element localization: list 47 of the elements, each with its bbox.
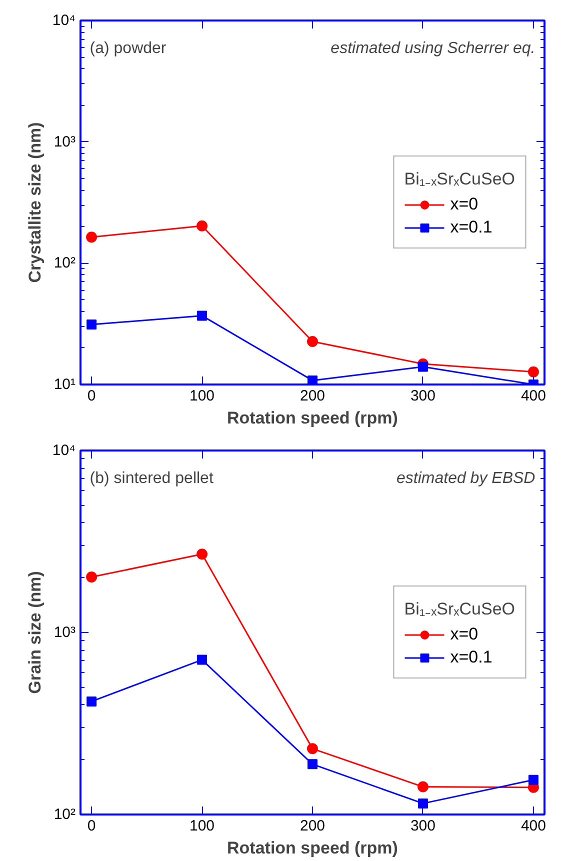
x-tick-label: 300	[410, 388, 436, 404]
y-axis-title: Crystallite size (nm)	[25, 122, 44, 283]
x-tick-label: 0	[87, 388, 96, 404]
point	[196, 548, 208, 560]
x-tick-label: 100	[190, 388, 215, 404]
annotation: (a) powder	[90, 40, 167, 57]
point	[418, 798, 428, 808]
legend-label: x=0	[450, 624, 478, 644]
point	[307, 743, 318, 754]
legend-label: x=0	[450, 194, 478, 214]
y-tick-label: 10⁴	[52, 442, 76, 459]
point	[418, 362, 428, 372]
point	[86, 572, 98, 582]
x-axis-title: Rotation speed (rpm)	[227, 408, 398, 428]
x-tick-label: 200	[300, 818, 326, 834]
point	[308, 759, 318, 770]
y-tick-label: 10⁴	[52, 12, 76, 29]
legend-title: Bi₁₋ₓSrₓCuSeO	[404, 598, 515, 620]
x-tick-label: 200	[300, 388, 326, 404]
x-axis-title: Rotation speed (rpm)	[227, 838, 398, 858]
legend-label: x=0.1	[450, 648, 492, 668]
point	[528, 366, 539, 378]
y-tick-label: 10³	[54, 624, 76, 641]
point	[196, 220, 208, 232]
y-tick-label: 10²	[54, 806, 76, 823]
annotation: (b) sintered pellet	[90, 470, 214, 487]
annotation: estimated using Scherrer eq.	[330, 40, 536, 57]
y-tick-label: 10³	[54, 133, 76, 150]
x-tick-label: 400	[520, 818, 546, 834]
y-axis-title: Grain size (nm)	[25, 571, 44, 694]
point	[197, 654, 208, 665]
x-tick-label: 300	[410, 818, 436, 834]
legend-title: Bi₁₋ₓSrₓCuSeO	[404, 168, 515, 190]
annotation: estimated by EBSD	[396, 470, 536, 487]
y-tick-label: 10²	[54, 254, 76, 272]
point	[86, 232, 98, 243]
legend-label: x=0.1	[450, 218, 492, 238]
point	[307, 336, 318, 348]
point	[86, 696, 97, 706]
point	[417, 781, 428, 792]
point	[86, 320, 97, 330]
x-tick-label: 100	[190, 818, 215, 834]
x-tick-label: 0	[87, 818, 96, 834]
point	[528, 774, 538, 785]
y-tick-label: 10¹	[54, 376, 76, 393]
x-tick-label: 400	[520, 388, 546, 404]
point	[197, 310, 208, 321]
